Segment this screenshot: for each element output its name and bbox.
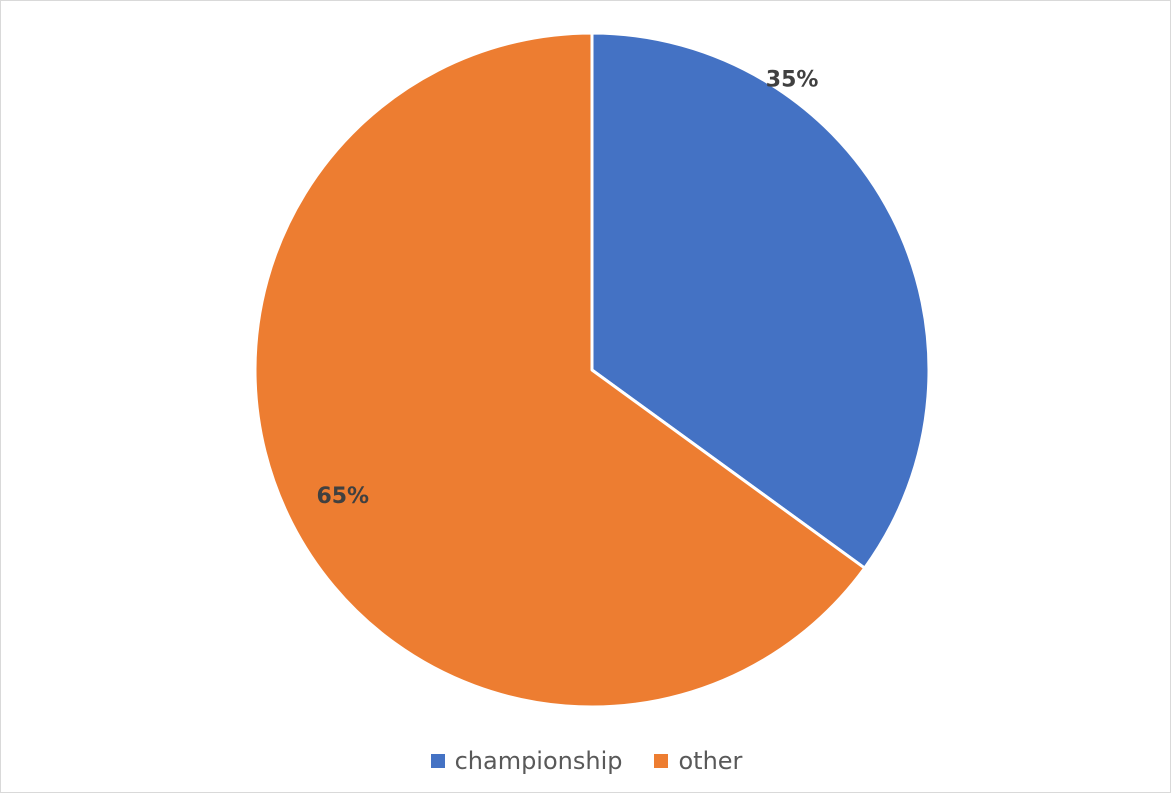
legend-swatch-championship	[430, 754, 445, 768]
pie-data-labels: 35% 65%	[316, 67, 818, 509]
legend-item-other: other	[654, 747, 742, 775]
legend-label-other: other	[678, 747, 743, 775]
pie-slice-other	[253, 31, 867, 709]
data-label-championship: 35%	[766, 67, 819, 92]
pie-slices	[253, 31, 931, 709]
legend-swatch-other	[654, 754, 669, 768]
legend-item-championship: championship	[430, 747, 623, 775]
pie-slice-championship	[590, 31, 931, 570]
chart-legend: championship other	[1, 741, 1171, 781]
legend-label-championship: championship	[454, 747, 623, 775]
data-label-other: 65%	[316, 484, 369, 509]
